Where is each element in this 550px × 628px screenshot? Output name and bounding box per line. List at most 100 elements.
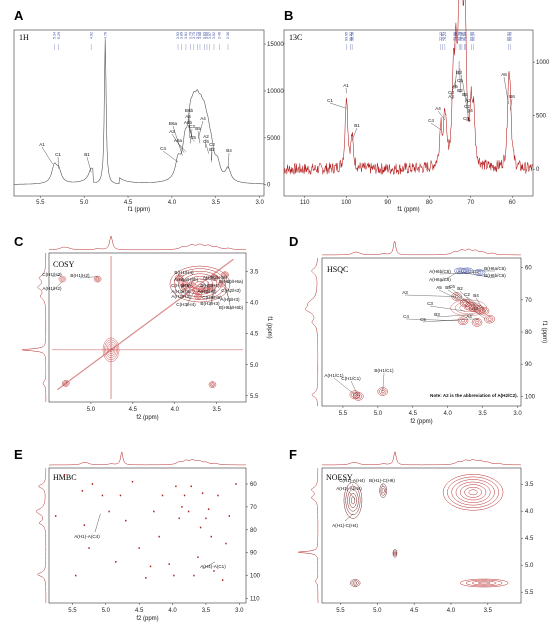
- cross-peak: [486, 316, 494, 323]
- cross-peak: [460, 484, 487, 501]
- annotation-arrow: [162, 150, 179, 163]
- annotation-arrow: [329, 102, 347, 109]
- cross-peak: [63, 381, 69, 386]
- annotation-label: C4: [160, 146, 166, 151]
- cross-peak: [101, 494, 104, 497]
- peak-list-label: 3.36: [226, 32, 230, 39]
- cross-peak: [228, 515, 231, 517]
- spectrum-line: [14, 39, 264, 185]
- y-tick-label: 3.5: [525, 482, 534, 488]
- annotation-label: B2: [457, 88, 463, 93]
- panel-e: E 5.5 5.0 4.5 4.0 3.5 3.0 f2 (ppm) 60 70 80 90 100 11…: [14, 447, 261, 622]
- peak-list-label: 3.93: [176, 32, 180, 39]
- cross-peak: [350, 496, 355, 505]
- annotation-arrow: [180, 283, 190, 295]
- y-tick-label: 4.0: [250, 301, 259, 307]
- annotation-label: C4: [403, 314, 409, 319]
- annotation-label: A(H1)-A(C4): [74, 534, 100, 539]
- peak-list-label: 60.49: [508, 32, 512, 41]
- cross-peak: [109, 347, 113, 353]
- plot-frame: [48, 467, 247, 604]
- cross-peak: [459, 578, 509, 588]
- annotation-label: B1: [84, 152, 90, 157]
- annotation-label: A1: [39, 142, 45, 147]
- peak-list-label: 71.34: [463, 32, 467, 41]
- cross-peak: [458, 269, 463, 273]
- cross-peak: [119, 494, 122, 497]
- annotation-arrow: [51, 281, 63, 292]
- cross-peak: [145, 577, 147, 579]
- annotation-label: C(H4/H5): [171, 283, 191, 288]
- cross-peak: [175, 274, 183, 282]
- peak-list-label: 69.86: [470, 32, 474, 41]
- projection-trace: [322, 241, 521, 256]
- x-tick-label: 5.0: [373, 608, 382, 614]
- annotation-label: B6: [509, 94, 515, 99]
- x-tick-label: 4.0: [168, 608, 177, 614]
- cross-peak: [62, 380, 70, 387]
- annotation-label: B4: [226, 148, 232, 153]
- peak-list-label: 3.75: [192, 32, 196, 39]
- cross-peak: [465, 579, 503, 587]
- peak-list-label: 77.22: [439, 32, 443, 41]
- cross-peak: [471, 318, 483, 327]
- annotation-label: A6b: [184, 120, 193, 125]
- x-tick-label: 5.5: [36, 200, 45, 206]
- annotation-label: A(H3/H4): [171, 289, 191, 294]
- annotation-arrow: [226, 290, 232, 311]
- cross-peak: [474, 270, 484, 275]
- annotation-arrow: [404, 294, 457, 297]
- y-tick-label: 15000: [267, 42, 284, 48]
- peak-list-label: 5.34: [53, 32, 57, 39]
- cross-peak: [456, 268, 465, 274]
- y-tick-label: 80: [250, 528, 257, 534]
- annotation-arrow: [381, 483, 384, 487]
- x-tick-label: 80: [426, 200, 433, 206]
- cross-peak: [183, 285, 187, 289]
- annotation-label: A(H4/H3): [220, 297, 240, 302]
- y-tick-label: 5.0: [525, 563, 534, 569]
- cross-peak: [379, 483, 387, 498]
- annotation-arrow: [459, 75, 462, 94]
- y-axis-label: f1 (ppm): [266, 316, 272, 338]
- experiment-label: HSQC: [327, 265, 348, 274]
- annotation-arrow: [333, 377, 355, 395]
- annotation-label: C4: [428, 118, 434, 123]
- y-tick-label: 80: [525, 330, 532, 336]
- cross-peak: [115, 561, 117, 563]
- x-tick-label: 4.0: [447, 608, 456, 614]
- cross-peak: [473, 305, 485, 314]
- peak-list-label: 76.81: [441, 32, 445, 41]
- peak-list-label: 72.79: [457, 32, 461, 41]
- cross-peak: [187, 281, 196, 288]
- cross-peak: [177, 276, 181, 280]
- cross-peak: [466, 303, 474, 310]
- annotation-label: A(H6a/H6b): [174, 277, 199, 282]
- cross-peak: [59, 276, 65, 282]
- cross-peak: [202, 287, 211, 294]
- annotation-label: C(H1)-A(H4): [339, 478, 365, 483]
- cross-peak: [173, 574, 175, 577]
- x-tick-label: 4.5: [124, 200, 133, 206]
- annotation-arrow: [439, 270, 461, 283]
- nucleus-label: 1H: [19, 33, 29, 42]
- cross-peak: [108, 345, 114, 355]
- peak-list-label: 73.58: [454, 32, 458, 41]
- annotation-label: A5: [452, 84, 458, 89]
- cross-peak: [447, 476, 500, 508]
- y-tick-label: 5.5: [250, 394, 259, 400]
- cross-peak: [353, 581, 358, 585]
- cross-peak: [181, 283, 189, 291]
- y-tick-label: 500: [536, 114, 547, 120]
- x-tick-label: 4.5: [135, 608, 144, 614]
- annotation-label: A(H1)-A(H4): [336, 486, 362, 491]
- cross-peak: [217, 280, 226, 288]
- annotation-arrow: [172, 125, 183, 156]
- annotation-label: B4: [473, 293, 479, 298]
- y-tick-label: 110: [250, 596, 260, 602]
- peak-list-label: 3.63: [203, 32, 207, 39]
- x-tick-label: 3.5: [212, 200, 221, 206]
- y-tick-label: 0: [267, 183, 271, 189]
- annotation-arrow: [171, 133, 185, 153]
